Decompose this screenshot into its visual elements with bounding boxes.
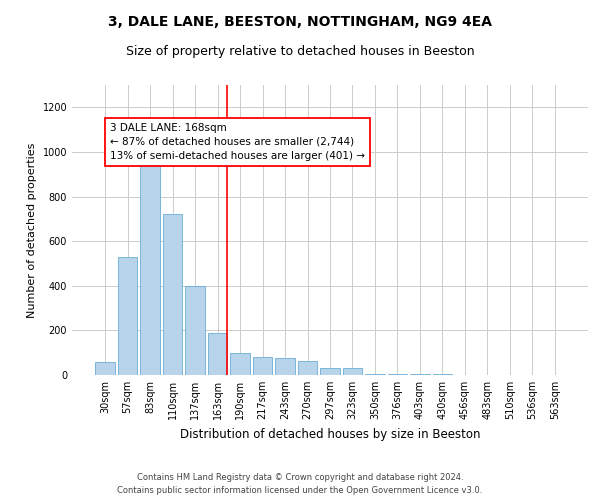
Bar [230,352,250,375]
Bar [253,357,272,375]
Bar [95,362,115,375]
Bar [275,358,295,375]
Bar [343,368,362,375]
Bar [208,332,227,375]
Bar [118,257,137,375]
Bar [298,360,317,375]
Bar [388,374,407,375]
Bar [320,368,340,375]
Bar [140,148,160,375]
Text: Contains HM Land Registry data © Crown copyright and database right 2024.
Contai: Contains HM Land Registry data © Crown c… [118,473,482,495]
Bar [410,374,430,375]
Bar [185,286,205,375]
Text: 3 DALE LANE: 168sqm
← 87% of detached houses are smaller (2,744)
13% of semi-det: 3 DALE LANE: 168sqm ← 87% of detached ho… [110,123,365,161]
X-axis label: Distribution of detached houses by size in Beeston: Distribution of detached houses by size … [180,428,480,440]
Text: Size of property relative to detached houses in Beeston: Size of property relative to detached ho… [125,45,475,58]
Text: 3, DALE LANE, BEESTON, NOTTINGHAM, NG9 4EA: 3, DALE LANE, BEESTON, NOTTINGHAM, NG9 4… [108,15,492,29]
Bar [365,374,385,375]
Bar [163,214,182,375]
Y-axis label: Number of detached properties: Number of detached properties [27,142,37,318]
Bar [433,374,452,375]
